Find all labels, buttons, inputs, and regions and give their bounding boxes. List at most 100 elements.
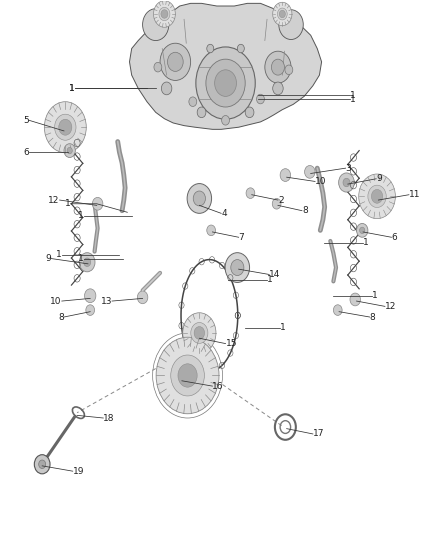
Circle shape <box>160 43 191 80</box>
Circle shape <box>64 144 75 158</box>
Text: 8: 8 <box>58 312 64 321</box>
Text: 6: 6 <box>392 233 397 242</box>
Circle shape <box>34 455 50 474</box>
Circle shape <box>161 82 172 95</box>
Circle shape <box>257 94 265 104</box>
Circle shape <box>85 289 96 303</box>
Text: 1: 1 <box>78 212 84 221</box>
Circle shape <box>92 197 103 210</box>
Text: 14: 14 <box>269 270 281 279</box>
Text: 3: 3 <box>346 164 351 173</box>
Text: 17: 17 <box>313 430 325 439</box>
Circle shape <box>171 355 205 396</box>
Circle shape <box>339 173 354 192</box>
Circle shape <box>277 8 287 20</box>
Text: 8: 8 <box>370 312 375 321</box>
Text: 7: 7 <box>239 233 244 242</box>
Text: 11: 11 <box>409 190 420 199</box>
Circle shape <box>44 102 86 153</box>
Text: 5: 5 <box>23 116 29 125</box>
Text: 1: 1 <box>363 238 369 247</box>
Circle shape <box>273 82 283 95</box>
Text: 9: 9 <box>45 254 51 263</box>
Circle shape <box>154 62 162 72</box>
Circle shape <box>187 183 212 213</box>
Circle shape <box>59 119 72 135</box>
Circle shape <box>67 148 72 154</box>
Text: 1: 1 <box>372 291 378 300</box>
Circle shape <box>368 185 386 207</box>
Circle shape <box>371 189 383 203</box>
Text: 13: 13 <box>101 296 112 305</box>
Circle shape <box>39 460 46 469</box>
Text: 4: 4 <box>221 209 227 218</box>
Circle shape <box>86 305 95 316</box>
Text: 10: 10 <box>315 177 327 186</box>
Circle shape <box>225 253 250 282</box>
Text: 1: 1 <box>267 275 273 284</box>
Text: 1: 1 <box>56 251 62 260</box>
Text: 18: 18 <box>103 414 115 423</box>
Circle shape <box>167 52 183 71</box>
Text: 1: 1 <box>350 94 356 103</box>
Circle shape <box>207 44 214 53</box>
Circle shape <box>279 10 303 39</box>
Circle shape <box>333 305 342 316</box>
Circle shape <box>197 107 206 118</box>
Text: 12: 12 <box>48 196 60 205</box>
Circle shape <box>207 225 215 236</box>
Circle shape <box>193 191 205 206</box>
Polygon shape <box>130 3 321 130</box>
Text: 6: 6 <box>23 148 29 157</box>
Circle shape <box>280 168 290 181</box>
Circle shape <box>304 165 315 178</box>
Circle shape <box>189 97 197 107</box>
Circle shape <box>206 59 245 107</box>
Circle shape <box>359 174 396 219</box>
Text: 12: 12 <box>385 302 396 311</box>
Circle shape <box>360 227 365 233</box>
Circle shape <box>196 47 255 119</box>
Text: 16: 16 <box>212 382 224 391</box>
Text: 15: 15 <box>226 339 237 348</box>
Circle shape <box>285 65 293 75</box>
Circle shape <box>245 107 254 118</box>
Text: 1: 1 <box>280 323 286 332</box>
Circle shape <box>143 9 169 41</box>
Circle shape <box>84 258 91 266</box>
Circle shape <box>138 291 148 304</box>
Text: 9: 9 <box>376 174 382 183</box>
Circle shape <box>79 253 95 272</box>
Circle shape <box>246 188 255 198</box>
Circle shape <box>272 59 285 75</box>
Text: 1: 1 <box>78 254 84 263</box>
Circle shape <box>350 293 360 306</box>
Circle shape <box>153 1 175 27</box>
Circle shape <box>156 337 219 414</box>
Circle shape <box>272 198 281 209</box>
Circle shape <box>178 364 197 387</box>
Circle shape <box>194 327 205 340</box>
Text: 1: 1 <box>65 199 71 208</box>
Circle shape <box>191 322 208 343</box>
Circle shape <box>183 313 216 353</box>
Text: 1: 1 <box>69 84 75 93</box>
Circle shape <box>273 2 292 26</box>
Text: 10: 10 <box>50 296 62 305</box>
Circle shape <box>357 223 368 237</box>
Text: 1: 1 <box>350 91 356 100</box>
Circle shape <box>161 10 168 18</box>
Circle shape <box>222 116 230 125</box>
Text: 19: 19 <box>73 467 84 475</box>
Text: 8: 8 <box>302 206 308 215</box>
Circle shape <box>215 70 237 96</box>
Circle shape <box>279 10 286 18</box>
Text: 2: 2 <box>278 196 283 205</box>
Circle shape <box>55 114 76 140</box>
Text: 1: 1 <box>69 84 75 93</box>
Circle shape <box>265 51 291 83</box>
Circle shape <box>343 178 350 187</box>
Circle shape <box>231 260 244 276</box>
Circle shape <box>159 7 170 21</box>
Circle shape <box>237 44 244 53</box>
